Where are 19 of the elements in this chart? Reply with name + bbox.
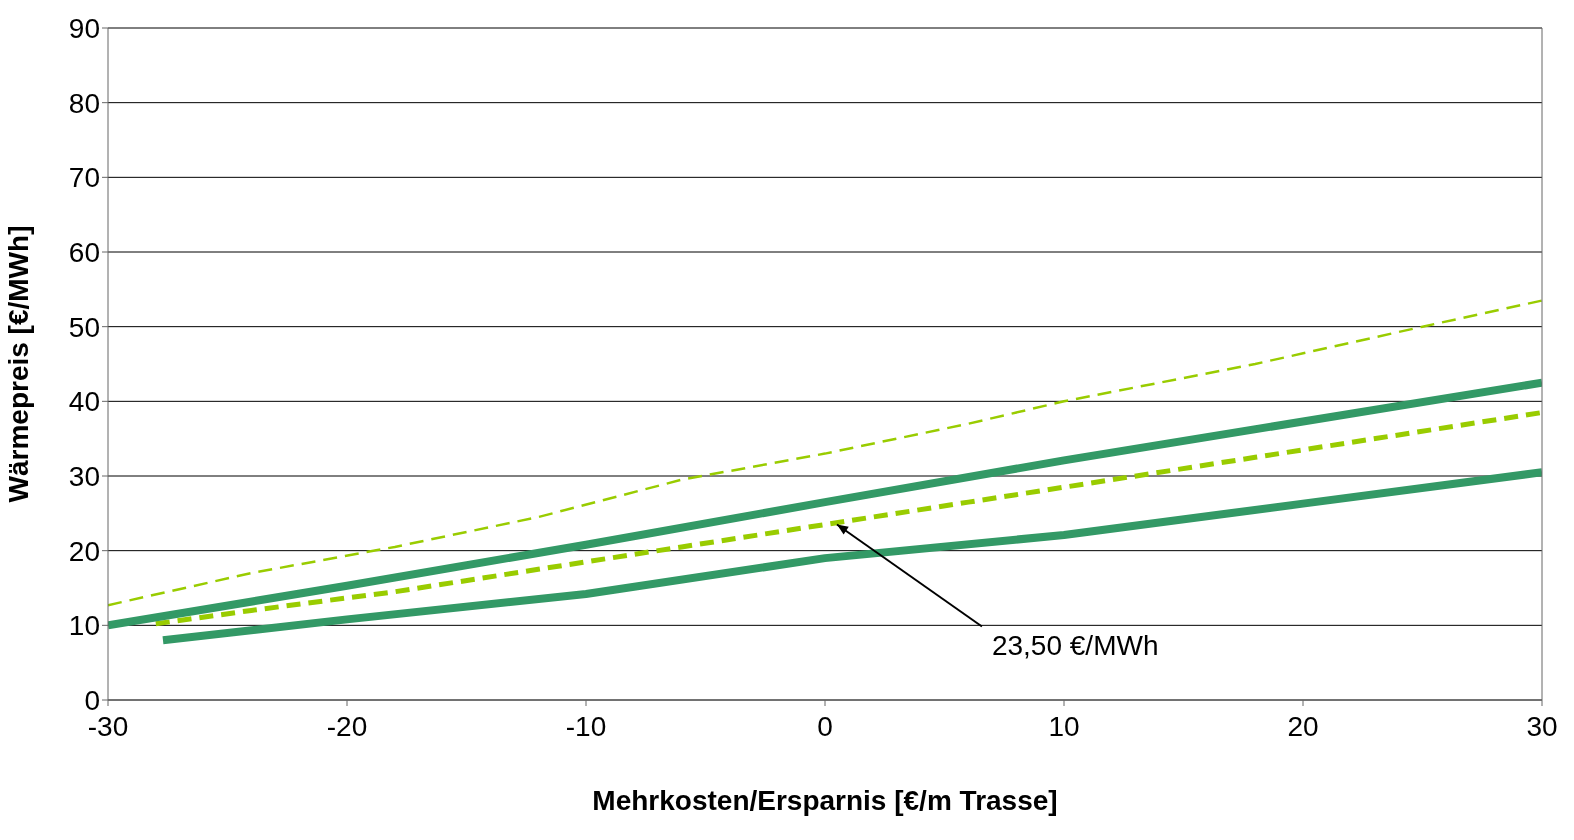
y-axis-title: Wärmepreis [€/MWh] xyxy=(2,225,34,503)
y-tick-label: 80 xyxy=(68,87,100,119)
x-tick-label: -20 xyxy=(326,710,368,742)
y-tick-label: 40 xyxy=(68,386,100,418)
x-tick-label: 30 xyxy=(1526,710,1558,742)
y-tick-label: 30 xyxy=(68,460,100,492)
x-tick-label: 20 xyxy=(1287,710,1319,742)
y-tick-label: 70 xyxy=(68,162,100,194)
annotation: 23,50 €/MWh xyxy=(991,629,1159,661)
y-tick-label: 90 xyxy=(68,12,100,44)
y-tick-label: 60 xyxy=(68,236,100,268)
y-tick-label: 50 xyxy=(68,311,100,343)
x-tick-label: -10 xyxy=(565,710,607,742)
x-tick-label: 0 xyxy=(817,710,833,742)
x-tick-label: 10 xyxy=(1048,710,1080,742)
y-tick-label: 20 xyxy=(68,535,100,567)
y-tick-label: 10 xyxy=(68,610,100,642)
x-axis-title: Mehrkosten/Ersparnis [€/m Trasse] xyxy=(592,785,1058,816)
line-series xyxy=(108,299,1542,607)
